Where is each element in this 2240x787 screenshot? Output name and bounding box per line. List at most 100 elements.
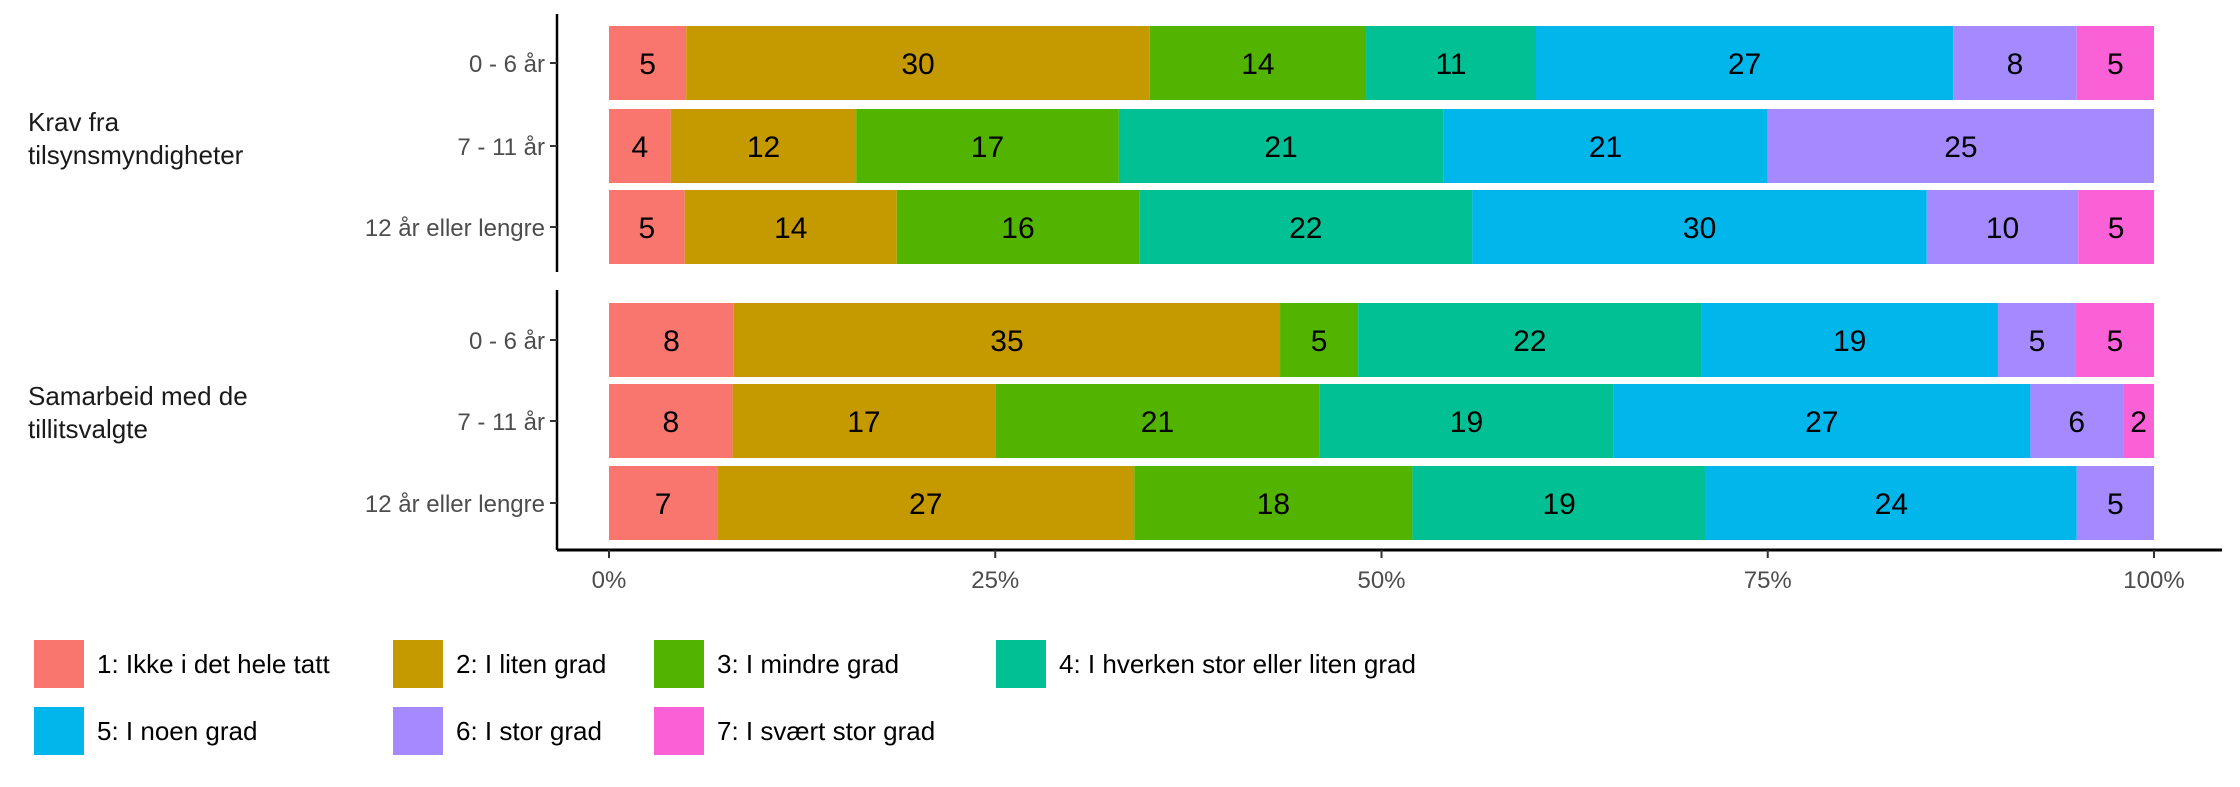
data-label: 7 — [655, 488, 672, 521]
data-label: 22 — [1513, 325, 1546, 358]
data-label: 16 — [1001, 212, 1034, 245]
data-label: 8 — [663, 325, 680, 358]
bar-segment — [2075, 303, 2154, 377]
data-label: 8 — [662, 406, 679, 439]
data-label: 17 — [971, 131, 1004, 164]
data-label: 21 — [1589, 131, 1622, 164]
bar-segment — [2030, 384, 2124, 458]
data-label: 8 — [2007, 48, 2024, 81]
bar-segment — [733, 303, 1281, 377]
bar-segment — [1705, 466, 2077, 540]
bar-segment — [1997, 303, 2076, 377]
legend-label: 7: I svært stor grad — [717, 716, 935, 746]
panel-label: Krav fra — [28, 107, 120, 137]
data-label: 5 — [2107, 488, 2124, 521]
bar-segment — [896, 190, 1140, 264]
legend-key — [393, 707, 443, 755]
data-label: 5 — [2107, 48, 2124, 81]
legend-label: 2: I liten grad — [456, 649, 606, 679]
bar-segment — [2076, 466, 2154, 540]
legend-key — [34, 640, 84, 688]
x-tick-label: 75% — [1744, 567, 1792, 594]
data-label: 21 — [1141, 406, 1174, 439]
data-label: 5 — [2107, 325, 2124, 358]
data-label: 5 — [2029, 325, 2046, 358]
data-label: 12 — [747, 131, 780, 164]
bar-segment — [2076, 26, 2154, 100]
data-label: 30 — [1683, 212, 1716, 245]
panel-label: tillitsvalgte — [28, 414, 148, 444]
bar-segment — [1149, 26, 1367, 100]
legend-key — [34, 707, 84, 755]
category-label: 12 år eller lengre — [365, 491, 545, 518]
bar-segment — [684, 190, 897, 264]
x-tick-label: 100% — [2123, 567, 2184, 594]
legend-label: 3: I mindre grad — [717, 649, 899, 679]
bar-segment — [686, 26, 1150, 100]
data-label: 19 — [1542, 488, 1575, 521]
bar-segment — [1366, 26, 1536, 100]
bar-segment — [609, 190, 685, 264]
bar-segment — [1701, 303, 1998, 377]
legend-label: 4: I hverken stor eller liten grad — [1059, 649, 1416, 679]
category-label: 0 - 6 år — [469, 51, 545, 78]
bar-segment — [1319, 384, 1614, 458]
data-label: 4 — [632, 131, 649, 164]
data-label: 6 — [2068, 406, 2085, 439]
data-label: 11 — [1435, 48, 1466, 81]
bar-segment — [2123, 384, 2154, 458]
panel-label: Samarbeid med de — [28, 381, 248, 411]
legend-label: 6: I stor grad — [456, 716, 602, 746]
bar-segment — [1536, 26, 1954, 100]
data-label: 14 — [774, 212, 807, 245]
x-tick-label: 0% — [592, 567, 627, 594]
data-label: 14 — [1241, 48, 1274, 81]
category-label: 7 - 11 år — [457, 134, 545, 161]
bar-segment — [2078, 190, 2154, 264]
bar-segment — [1280, 303, 1359, 377]
data-label: 21 — [1264, 131, 1297, 164]
data-label: 19 — [1450, 406, 1483, 439]
bar-segment — [609, 26, 687, 100]
legend-key — [393, 640, 443, 688]
panel-label: tilsynsmyndigheter — [28, 140, 244, 170]
bar-segment — [1443, 109, 1768, 183]
data-label: 25 — [1944, 131, 1977, 164]
data-label: 24 — [1875, 488, 1908, 521]
category-label: 12 år eller lengre — [365, 215, 545, 242]
data-label: 22 — [1289, 212, 1322, 245]
bar-segment — [670, 109, 857, 183]
legend-label: 5: I noen grad — [97, 716, 257, 746]
data-label: 27 — [1728, 48, 1761, 81]
bar-segment — [609, 466, 718, 540]
data-label: 5 — [2108, 212, 2125, 245]
legend-key — [996, 640, 1046, 688]
data-label: 5 — [1311, 325, 1328, 358]
data-label: 5 — [639, 212, 656, 245]
data-label: 30 — [901, 48, 934, 81]
bar-segment — [1953, 26, 2077, 100]
bar-segment — [717, 466, 1135, 540]
bar-segment — [609, 384, 733, 458]
data-label: 18 — [1257, 488, 1290, 521]
legend-key — [654, 707, 704, 755]
x-tick-label: 25% — [971, 567, 1019, 594]
legend-label: 1: Ikke i det hele tatt — [97, 649, 330, 679]
bar-segment — [1472, 190, 1927, 264]
bar-segment — [1926, 190, 2079, 264]
bar-segment — [1613, 384, 2031, 458]
data-label: 27 — [1805, 406, 1838, 439]
category-label: 0 - 6 år — [469, 328, 545, 355]
data-label: 10 — [1986, 212, 2019, 245]
bar-segment — [1358, 303, 1702, 377]
bar-segment — [1118, 109, 1444, 183]
bar-segment — [1134, 466, 1413, 540]
data-label: 2 — [2130, 406, 2147, 439]
bar-segment — [609, 109, 671, 183]
legend-key — [654, 640, 704, 688]
data-label: 17 — [847, 406, 880, 439]
bar-segment — [1139, 190, 1473, 264]
bar-segment — [1412, 466, 1706, 540]
data-label: 27 — [909, 488, 942, 521]
